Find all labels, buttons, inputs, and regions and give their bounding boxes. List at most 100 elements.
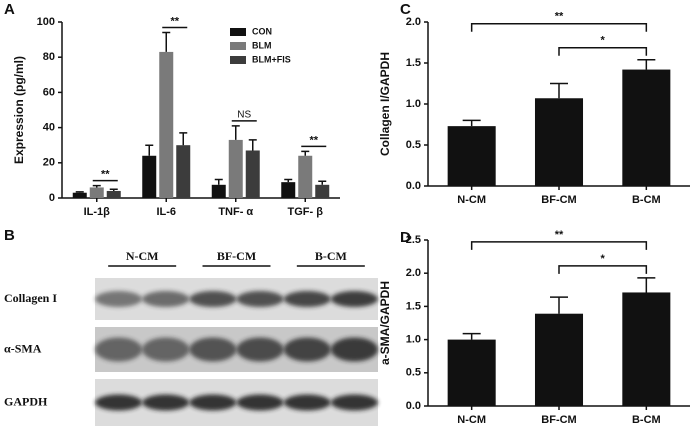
- panel-label: D: [400, 229, 411, 246]
- bar: [447, 126, 496, 186]
- y-axis-title: a-SMA/GAPDH: [378, 281, 392, 365]
- bar: [211, 184, 226, 198]
- y-tick-label: 0.5: [406, 367, 421, 379]
- blot-band: [236, 337, 284, 362]
- y-tick-label: 2.0: [406, 16, 421, 28]
- blot-band: [189, 394, 237, 411]
- comparison-label: *: [601, 253, 606, 265]
- y-tick-label: 2.5: [406, 234, 421, 246]
- legend-label: BLM+FIS: [252, 54, 291, 64]
- y-tick-label: 20: [43, 157, 55, 169]
- bar: [106, 190, 121, 198]
- error-bar: [637, 277, 656, 293]
- error-bar: [231, 125, 240, 140]
- bar: [534, 98, 584, 186]
- x-tick-label: N-CM: [457, 414, 486, 426]
- bar: [176, 145, 191, 198]
- y-tick-label: 0.0: [406, 400, 421, 412]
- x-tick-label: TGF- β: [288, 206, 324, 218]
- error-bar: [301, 150, 310, 156]
- legend-label: CON: [252, 26, 272, 36]
- blot-band: [330, 291, 378, 307]
- bar: [159, 51, 174, 198]
- error-bar: [637, 58, 656, 70]
- comparison-bracket: [558, 46, 648, 56]
- blot-strip: [95, 327, 378, 372]
- bar: [72, 192, 87, 198]
- blot-band: [236, 394, 284, 411]
- error-bar: [284, 178, 293, 183]
- legend-swatch: [230, 42, 246, 50]
- legend-swatch: [230, 56, 246, 64]
- bar: [142, 155, 157, 198]
- bar: [447, 339, 496, 406]
- error-bar: [92, 184, 101, 188]
- error-bar: [248, 139, 257, 151]
- y-tick-label: 1.5: [406, 300, 421, 312]
- bar: [315, 184, 330, 198]
- bar: [298, 155, 313, 198]
- error-bar: [145, 144, 154, 156]
- blot-band: [142, 337, 190, 362]
- x-tick-label: BF-CM: [541, 414, 576, 426]
- y-tick-label: 2.0: [406, 267, 421, 279]
- error-bar: [214, 178, 223, 185]
- y-tick-label: 1.0: [406, 334, 421, 346]
- panel-label: B: [4, 227, 15, 244]
- error-bar: [162, 31, 171, 52]
- comparison-bracket: [470, 22, 648, 32]
- y-tick-label: 1.5: [406, 57, 421, 69]
- blot-band: [95, 394, 143, 411]
- bar: [245, 150, 260, 198]
- blot-band: [95, 337, 143, 362]
- blot-band: [283, 291, 331, 307]
- panel-label: A: [4, 1, 15, 18]
- x-tick-label: IL-6: [156, 206, 176, 218]
- y-axis-title: Expression (pg/ml): [12, 56, 26, 164]
- blot-band: [283, 394, 331, 411]
- y-tick-label: 0.5: [406, 139, 421, 151]
- bar: [89, 187, 104, 198]
- significance-label: **: [170, 15, 179, 27]
- y-tick-label: 80: [43, 51, 55, 63]
- blot-strip: [95, 278, 378, 320]
- error-bar: [550, 296, 568, 314]
- comparison-bracket: [558, 265, 648, 274]
- x-tick-label: B-CM: [632, 414, 661, 426]
- y-tick-label: 0: [49, 192, 55, 204]
- error-bar: [318, 180, 327, 185]
- bar: [622, 292, 671, 406]
- significance-label: **: [309, 134, 318, 146]
- significance-label: NS: [237, 109, 251, 120]
- blot-band: [330, 337, 378, 362]
- blot-band: [189, 291, 237, 307]
- y-tick-label: 100: [37, 16, 55, 28]
- error-bar: [75, 191, 84, 193]
- error-bar: [462, 332, 481, 340]
- bar: [228, 139, 243, 198]
- blot-band: [189, 337, 237, 362]
- comparison-label: **: [555, 229, 564, 241]
- legend-label: BLM: [252, 40, 272, 50]
- x-tick-label: IL-1β: [84, 206, 111, 218]
- blot-band: [142, 394, 190, 411]
- bar: [622, 69, 671, 186]
- error-bar: [550, 82, 568, 99]
- blot-band: [236, 291, 284, 307]
- legend: CON BLM BLM+FIS: [230, 26, 291, 64]
- comparison-bracket: [470, 241, 648, 250]
- error-bar: [462, 119, 481, 127]
- x-tick-label: BF-CM: [541, 194, 576, 206]
- error-bar: [109, 188, 118, 191]
- row-label: Collagen I: [4, 291, 57, 305]
- x-tick-label: TNF- α: [218, 206, 253, 218]
- y-tick-label: 0.0: [406, 180, 421, 192]
- x-tick-label: N-CM: [457, 194, 486, 206]
- blot-band: [142, 291, 190, 307]
- legend-swatch: [230, 28, 246, 36]
- comparison-label: **: [555, 11, 564, 23]
- blot-strip: [95, 379, 378, 426]
- blot-band: [330, 394, 378, 411]
- blot-band: [283, 337, 331, 362]
